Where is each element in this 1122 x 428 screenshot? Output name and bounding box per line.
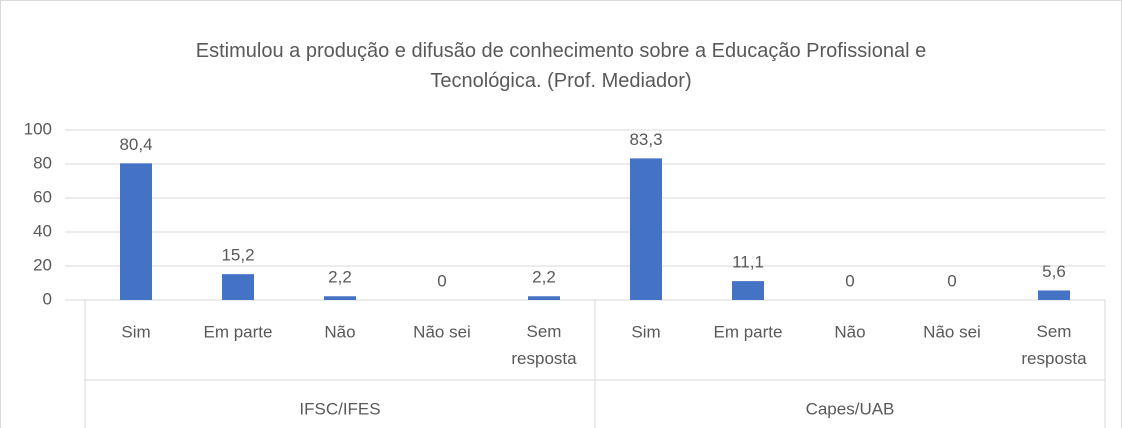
bar bbox=[1038, 290, 1070, 300]
data-label: 0 bbox=[845, 271, 854, 290]
data-label: 0 bbox=[437, 271, 446, 290]
x-tick-label: Não sei bbox=[923, 322, 981, 341]
y-tick-label: 60 bbox=[33, 187, 52, 206]
bar bbox=[324, 296, 356, 300]
group-label: IFSC/IFES bbox=[299, 399, 380, 418]
y-tick-label: 40 bbox=[33, 221, 52, 240]
x-tick-label: Sem resposta bbox=[511, 322, 577, 368]
y-tick-label: 80 bbox=[33, 153, 52, 172]
y-tick-label: 0 bbox=[43, 289, 52, 308]
chart-title: Estimulou a produção e difusão de conhec… bbox=[195, 40, 927, 92]
group-label: Capes/UAB bbox=[806, 399, 895, 418]
x-tick-label: Sem resposta bbox=[1021, 322, 1087, 368]
bar bbox=[630, 158, 662, 300]
bar bbox=[120, 163, 152, 300]
bar bbox=[732, 281, 764, 300]
x-tick-label: Não sei bbox=[413, 322, 471, 341]
x-tick-label: Não bbox=[324, 322, 355, 341]
x-tick-label: Não bbox=[834, 322, 865, 341]
data-label: 83,3 bbox=[629, 130, 662, 149]
y-tick-label: 100 bbox=[24, 119, 52, 138]
x-tick-label: Em parte bbox=[714, 322, 783, 341]
data-label: 0 bbox=[947, 271, 956, 290]
bar bbox=[222, 274, 254, 300]
bar bbox=[528, 296, 560, 300]
data-label: 11,1 bbox=[732, 253, 764, 272]
data-label: 80,4 bbox=[119, 135, 152, 154]
data-label: 15,2 bbox=[221, 246, 254, 265]
x-tick-label: Sim bbox=[631, 322, 660, 341]
y-tick-label: 20 bbox=[33, 255, 52, 274]
data-label: 2,2 bbox=[532, 268, 556, 287]
x-tick-label: Em parte bbox=[204, 322, 273, 341]
x-tick-label: Sim bbox=[121, 322, 150, 341]
data-label: 2,2 bbox=[328, 268, 352, 287]
data-label: 5,6 bbox=[1042, 262, 1066, 281]
